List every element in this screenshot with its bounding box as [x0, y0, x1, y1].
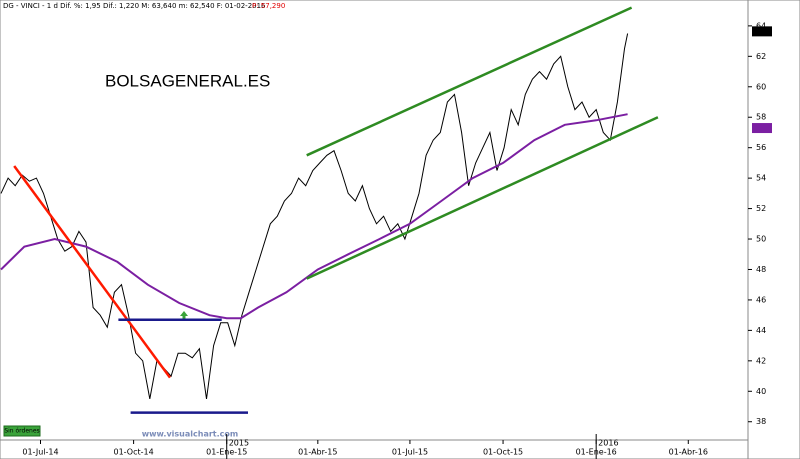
watermark: BOLSAGENERAL.ES: [105, 71, 270, 90]
x-tick-label: 01-Jul-14: [22, 448, 58, 457]
x-tick-label: 01-Oct-15: [483, 448, 523, 457]
bottom-axis-panel: [0, 439, 749, 459]
orders-button-label[interactable]: Sin órdenes: [4, 428, 39, 435]
price-line: [0, 33, 629, 399]
last-price-marker: [752, 26, 772, 37]
x-tick-label: 01-Oct-14: [114, 448, 154, 457]
trend-line: [13, 165, 172, 379]
y-tick-label: 42: [756, 356, 766, 365]
year-label: 2015: [229, 439, 249, 448]
header-price: P: 57,290: [252, 2, 285, 10]
x-tick-label: 01-Abr-16: [669, 448, 708, 457]
y-tick-label: 54: [756, 174, 766, 183]
arrow-icon: [180, 311, 188, 320]
y-tick-label: 56: [756, 143, 766, 152]
moving-average: [0, 113, 628, 320]
y-tick-label: 50: [756, 235, 766, 244]
y-tick-label: 38: [756, 417, 766, 426]
x-tick-label: 01-Jul-15: [392, 448, 428, 457]
year-label: 2016: [598, 439, 618, 448]
y-tick-label: 60: [756, 82, 766, 91]
right-axis-panel: [747, 0, 800, 459]
y-tick-label: 40: [756, 387, 766, 396]
y-tick-label: 62: [756, 52, 766, 61]
x-tick-label: 01-Abr-15: [298, 448, 337, 457]
y-tick-label: 64: [756, 21, 766, 30]
trend-line: [306, 6, 633, 157]
y-tick-label: 52: [756, 204, 766, 213]
plot-frame: [0, 0, 749, 441]
url: www.visualchart.com: [142, 430, 238, 439]
ma-marker: [752, 123, 772, 134]
y-tick-label: 48: [756, 265, 766, 274]
y-tick-label: 46: [756, 295, 766, 304]
header: DG - VINCI - 1 d Dif. %: 1,95 Dif.: 1,22…: [3, 2, 266, 10]
y-tick-label: 58: [756, 113, 766, 122]
y-tick-label: 44: [756, 326, 766, 335]
trend-line: [306, 116, 659, 280]
orders-button[interactable]: [3, 425, 41, 437]
